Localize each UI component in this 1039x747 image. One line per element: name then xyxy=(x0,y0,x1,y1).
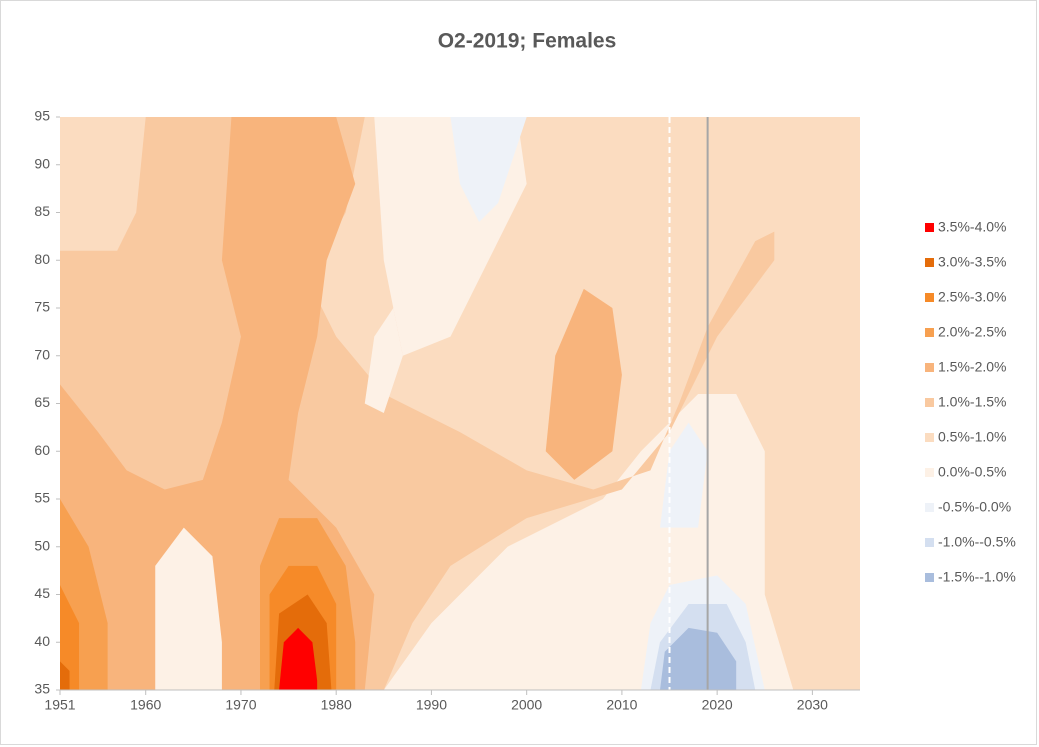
contour-region xyxy=(60,661,70,690)
y-tick-label: 70 xyxy=(34,346,50,362)
legend-swatch xyxy=(925,468,934,477)
contour-region xyxy=(60,117,146,251)
legend-label: -0.5%-0.0% xyxy=(938,499,1011,515)
contour-region xyxy=(660,422,708,528)
y-tick-label: 95 xyxy=(34,108,50,124)
contour-region xyxy=(279,627,318,690)
x-tick-label: 2030 xyxy=(797,697,828,713)
legend-label: 3.5%-4.0% xyxy=(938,219,1006,235)
x-tick-label: 1951 xyxy=(44,697,75,713)
y-tick-label: 45 xyxy=(34,585,50,601)
y-tick-label: 55 xyxy=(34,490,50,506)
contour-region xyxy=(545,288,622,480)
legend-label: 1.0%-1.5% xyxy=(938,394,1006,410)
y-tick-label: 85 xyxy=(34,203,50,219)
legend-swatch xyxy=(925,328,934,337)
contour-region xyxy=(660,627,737,690)
y-tick-label: 35 xyxy=(34,681,50,697)
legend-label: -1.5%--1.0% xyxy=(938,569,1016,585)
y-tick-label: 50 xyxy=(34,537,50,553)
x-tick-label: 1960 xyxy=(130,697,161,713)
legend-label: 0.0%-0.5% xyxy=(938,464,1006,480)
y-tick-label: 65 xyxy=(34,394,50,410)
legend-swatch xyxy=(925,363,934,372)
legend-swatch xyxy=(925,258,934,267)
legend-swatch xyxy=(925,398,934,407)
legend-label: -1.0%--0.5% xyxy=(938,534,1016,550)
legend-label: 3.0%-3.5% xyxy=(938,254,1006,270)
legend-label: 0.5%-1.0% xyxy=(938,429,1006,445)
legend-swatch xyxy=(925,538,934,547)
legend-label: 2.0%-2.5% xyxy=(938,324,1006,340)
contour-region xyxy=(450,117,527,223)
legend-swatch xyxy=(925,573,934,582)
legend-label: 1.5%-2.0% xyxy=(938,359,1006,375)
x-tick-label: 1980 xyxy=(321,697,352,713)
x-tick-label: 1970 xyxy=(225,697,256,713)
y-tick-label: 75 xyxy=(34,299,50,315)
contour-region xyxy=(364,308,403,414)
x-tick-label: 1990 xyxy=(416,697,447,713)
y-tick-label: 40 xyxy=(34,633,50,649)
x-tick-label: 2020 xyxy=(702,697,733,713)
chart-title: O2-2019; Females xyxy=(438,30,617,53)
legend-swatch xyxy=(925,293,934,302)
legend-swatch xyxy=(925,223,934,232)
x-tick-label: 2010 xyxy=(606,697,637,713)
legend-swatch xyxy=(925,503,934,512)
legend-swatch xyxy=(925,433,934,442)
y-tick-label: 80 xyxy=(34,251,50,267)
contour-region xyxy=(60,584,80,690)
y-tick-label: 90 xyxy=(34,155,50,171)
contour-region xyxy=(155,527,222,690)
legend-label: 2.5%-3.0% xyxy=(938,289,1006,305)
x-tick-label: 2000 xyxy=(511,697,542,713)
y-tick-label: 60 xyxy=(34,442,50,458)
